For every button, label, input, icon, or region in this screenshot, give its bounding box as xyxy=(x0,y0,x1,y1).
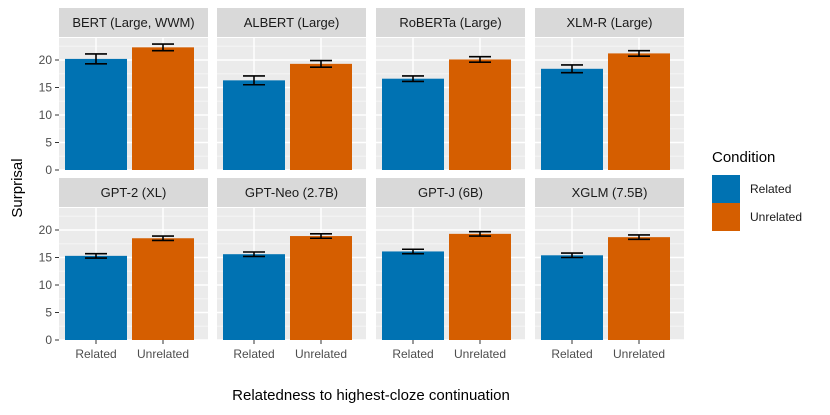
facet-title: RoBERTa (Large) xyxy=(399,15,501,30)
facet-panel: BERT (Large, WWM) 0 5 10 15 20 xyxy=(39,8,208,177)
legend-title: Condition xyxy=(712,149,775,166)
error-bar xyxy=(402,248,424,255)
legend: Condition Related Unrelated xyxy=(712,149,802,231)
error-bar xyxy=(628,234,650,241)
facet-title: GPT-Neo (2.7B) xyxy=(245,185,338,200)
legend-label-unrelated: Unrelated xyxy=(750,210,802,224)
facet-strip xyxy=(217,8,366,37)
x-tick-label: Related xyxy=(551,347,592,361)
y-tick-label: 10 xyxy=(39,278,53,292)
bar-related xyxy=(382,78,444,170)
facet-panel: GPT-J (6B) Related Unrelated xyxy=(376,178,525,361)
bar-unrelated xyxy=(449,233,511,340)
x-tick-label: Related xyxy=(392,347,433,361)
facet-strip xyxy=(535,178,684,207)
error-bar xyxy=(628,49,650,57)
error-bar xyxy=(85,53,107,65)
x-axis-title: Relatedness to highest-cloze continuatio… xyxy=(232,387,510,404)
facet-strip xyxy=(535,8,684,37)
bar-related xyxy=(541,255,603,340)
bar-related xyxy=(382,251,444,340)
bar-related xyxy=(223,80,285,170)
error-bar xyxy=(469,55,491,64)
error-bar xyxy=(402,75,424,83)
y-tick-label: 5 xyxy=(45,306,52,320)
bar-unrelated xyxy=(132,47,194,170)
facet-panel: RoBERTa (Large) xyxy=(376,8,525,171)
error-bar xyxy=(152,43,174,52)
y-axis-title: Surprisal xyxy=(9,158,26,217)
bar-related xyxy=(541,68,603,170)
facet-panel: XGLM (7.5B) Related Unrelated xyxy=(535,178,684,361)
legend-swatch-unrelated xyxy=(712,203,740,231)
facet-title: XGLM (7.5B) xyxy=(572,185,648,200)
bar-unrelated xyxy=(449,59,511,171)
bar-related xyxy=(65,58,127,170)
error-bar xyxy=(243,75,265,86)
facet-panel: GPT-Neo (2.7B) Related Unrelated xyxy=(217,178,366,361)
error-bar xyxy=(85,252,107,259)
error-bar xyxy=(469,230,491,237)
facet-strip xyxy=(376,178,525,207)
y-tick-label: 10 xyxy=(39,108,53,122)
error-bar xyxy=(310,233,332,240)
facet-strip xyxy=(59,8,208,37)
facet-title: BERT (Large, WWM) xyxy=(72,15,194,30)
facet-strip xyxy=(217,178,366,207)
panel-grid: BERT (Large, WWM) 0 5 10 15 20 ALBERT (Large) R… xyxy=(39,8,684,361)
facet-panel: ALBERT (Large) xyxy=(217,8,366,171)
error-bar xyxy=(243,251,265,258)
legend-label-related: Related xyxy=(750,182,791,196)
error-bar xyxy=(561,252,583,259)
error-bar xyxy=(310,59,332,68)
error-bar xyxy=(152,235,174,242)
x-tick-label: Unrelated xyxy=(137,347,189,361)
x-tick-label: Unrelated xyxy=(295,347,347,361)
x-tick-label: Unrelated xyxy=(613,347,665,361)
bar-unrelated xyxy=(290,236,352,340)
bar-unrelated xyxy=(608,237,670,340)
y-tick-label: 0 xyxy=(45,163,52,177)
y-tick-label: 20 xyxy=(39,53,53,67)
legend-swatch-related xyxy=(712,175,740,203)
x-tick-label: Related xyxy=(75,347,116,361)
facet-title: GPT-2 (XL) xyxy=(101,185,167,200)
x-tick-label: Unrelated xyxy=(454,347,506,361)
facet-title: GPT-J (6B) xyxy=(418,185,483,200)
error-bar xyxy=(561,64,583,74)
y-tick-label: 0 xyxy=(45,333,52,347)
facet-strip xyxy=(376,8,525,37)
y-tick-label: 15 xyxy=(39,81,53,95)
facet-panel: XLM-R (Large) xyxy=(535,8,684,171)
x-tick-label: Related xyxy=(233,347,274,361)
facet-title: XLM-R (Large) xyxy=(567,15,653,30)
y-tick-label: 5 xyxy=(45,136,52,150)
bar-unrelated xyxy=(132,238,194,340)
facet-strip xyxy=(59,178,208,207)
bar-unrelated xyxy=(608,53,670,170)
facet-panel: GPT-2 (XL) 0 5 10 15 20 Related Unrelated xyxy=(39,178,208,361)
axis-labels: Surprisal Relatedness to highest-cloze c… xyxy=(9,158,510,404)
bar-unrelated xyxy=(290,63,352,170)
bar-related xyxy=(223,254,285,340)
y-tick-label: 20 xyxy=(39,223,53,237)
bar-related xyxy=(65,255,127,340)
facet-title: ALBERT (Large) xyxy=(244,15,340,30)
y-tick-label: 15 xyxy=(39,251,53,265)
